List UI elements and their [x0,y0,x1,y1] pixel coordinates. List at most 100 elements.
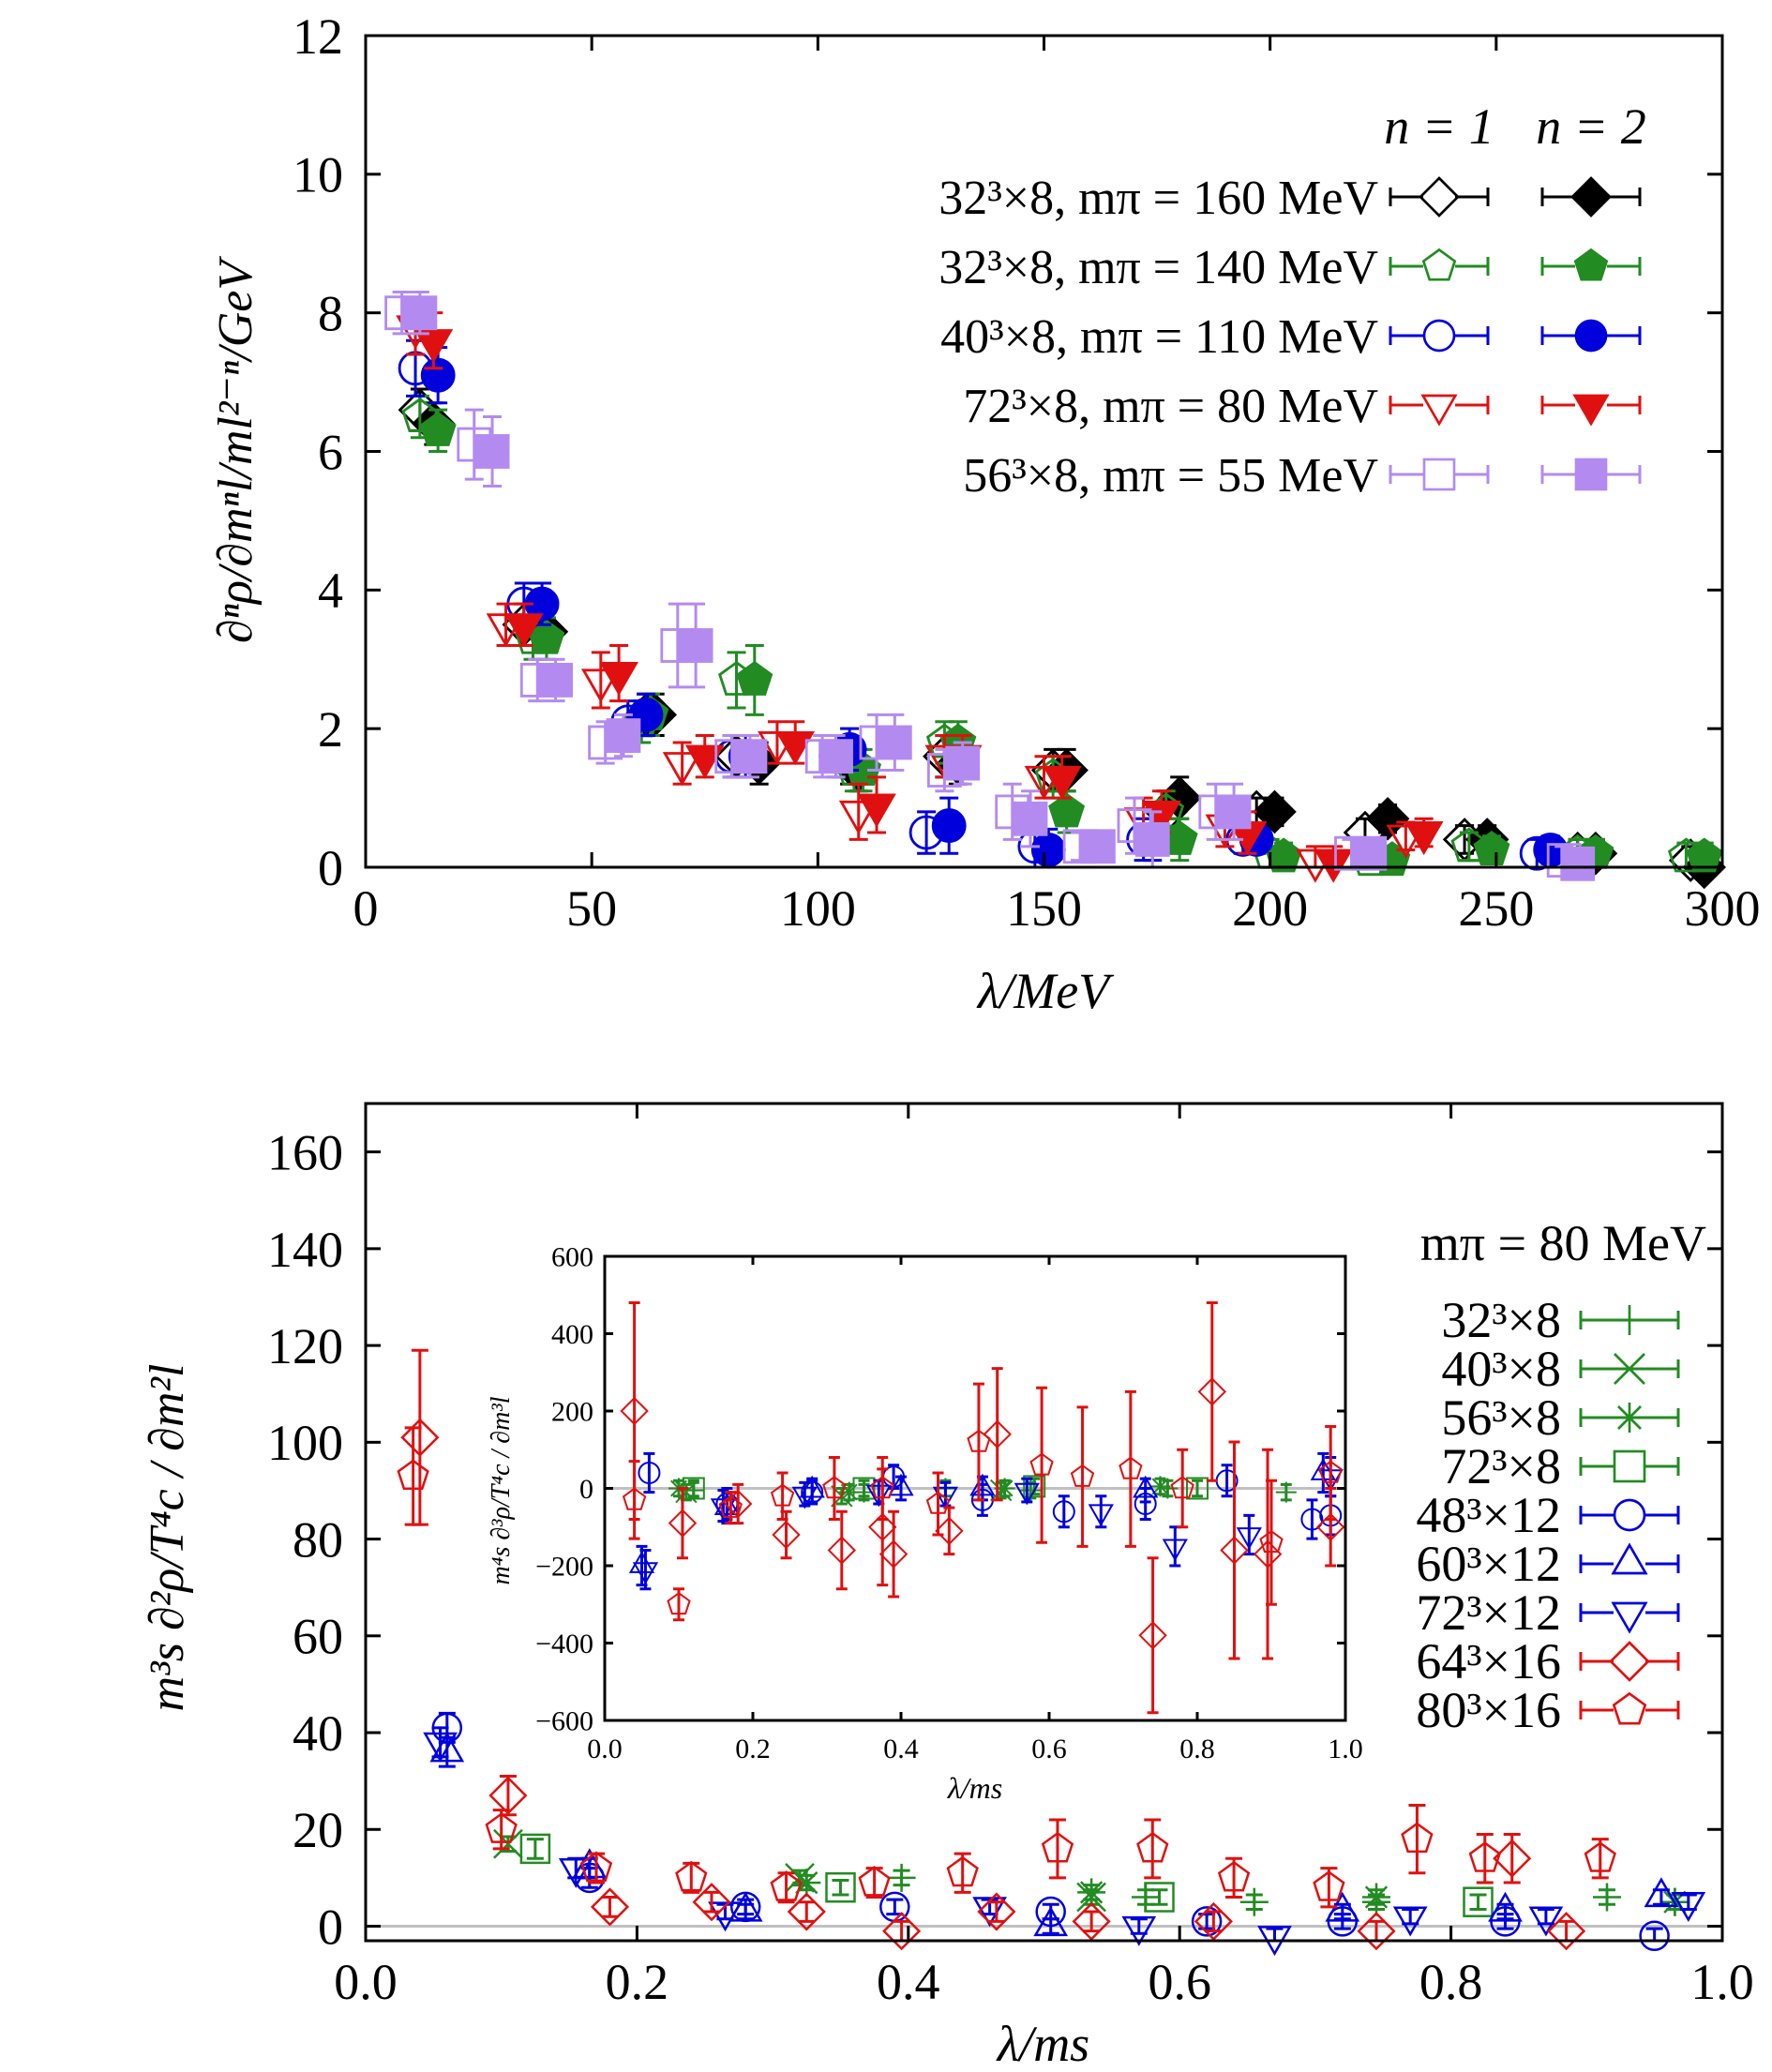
inset-point-7-13-marker [1315,1512,1345,1542]
inset-point-8-1-marker-group [667,1591,691,1615]
bottom-point-8-1-marker-group [485,1812,518,1843]
bottom-xtick-label-0: 0.0 [334,1954,398,2010]
bottom-point-8-3-marker-group [675,1860,708,1892]
bottom-xtick-label-1: 0.2 [606,1954,669,2010]
inset-point-7-4-marker-group [827,1536,857,1565]
bottom-y-axis-label: m³s ∂²ρ/T⁴c / ∂m²l [141,1364,194,1712]
inset-point-8-2-marker [718,1494,743,1518]
top-legend-samples [1389,176,1642,491]
inset-point-7-5-marker [868,1512,897,1542]
bottom-legend-sample-8-marker [1612,1691,1647,1725]
bottom-point-6-6-marker-group [1392,1906,1428,1937]
inset-point-4-0-marker [638,1462,661,1484]
top-point-7-5-marker [857,793,896,828]
bottom-series-3 [519,1833,1494,1917]
bottom-point-8-1-marker [485,1812,518,1843]
bottom-point-7-1-marker [488,1776,528,1815]
inset-x-axis-label: λ/ms [947,1771,1002,1805]
top-legend-sample-3-0-marker-group [1420,394,1458,427]
bottom-point-7-4-marker [787,1892,826,1931]
top-point-6-5-marker [838,800,878,835]
bottom-point-7-8-marker [1194,1901,1233,1941]
top-axis-ticks: 0 50 100 150 200 250 300 0 2 4 6 8 10 12 [293,8,1761,937]
top-legend-sample-0-0-marker-group [1419,176,1460,218]
top-point-7-5-marker-group [857,793,896,828]
bottom-ytick-label-2: 40 [293,1705,343,1762]
inset-point-6-6-marker-group [1088,1504,1114,1527]
top-legend-sample-1-1-marker [1573,248,1609,281]
top-point-5-5-marker-group [931,808,967,844]
top-legend-sample-2-1-marker [1574,319,1608,353]
bottom-point-8-3-marker [675,1860,708,1892]
bottom-point-7-11-marker-group [1547,1912,1586,1951]
top-point-6-11-marker [1386,824,1426,859]
bottom-point-7-9-marker [1357,1912,1396,1951]
inset-point-8-4-marker [822,1476,847,1499]
bottom-point-1-1-marker-group [785,1863,815,1893]
top-legend-sample-4-1-marker-group [1574,458,1608,491]
top-legend-label-80: 72³×8, mπ = 80 MeV [963,380,1378,433]
bottom-legend-label-56x8: 56³×8 [1441,1389,1561,1446]
inset-point-6-4-marker [932,1486,959,1509]
top-legend-sample-1-0-marker-group [1421,248,1457,281]
bottom-xtick-label-4: 0.8 [1419,1954,1483,2010]
top-point-7-2-marker-group [599,661,638,697]
bottom-point-7-7-marker-group [1072,1901,1111,1941]
top-point-9-8-marker-group [945,745,981,781]
inset-point-5-5-marker-group [1133,1475,1159,1498]
bottom-legend-sample-5-marker-group [1611,1542,1648,1575]
bottom-legend-samples [1579,1305,1680,1726]
inset-point-8-11-marker [1170,1476,1194,1499]
bottom-point-8-10-marker [1313,1870,1345,1901]
inset-point-6-6-marker [1088,1504,1114,1527]
top-point-3-6-marker [1048,792,1086,828]
top-legend-sample-2-1-marker-group [1574,319,1608,353]
bottom-point-2-1-marker [1079,1881,1104,1904]
bottom-point-6-4-marker [1121,1915,1157,1946]
bottom-point-3-2-marker-group [1144,1882,1175,1913]
bottom-point-5-5-marker [1488,1891,1523,1922]
bottom-point-7-3-marker [692,1883,731,1922]
top-point-7-10-marker-group [1314,848,1354,883]
top-point-5-5-marker [931,808,967,844]
top-legend: n = 1 n = 2 32³×8, mπ = 160 MeV 32³×8, m… [939,98,1646,503]
top-point-9-12-marker-group [1216,794,1252,830]
bottom-point-4-5-marker-group [1191,1906,1223,1937]
bottom-point-3-0-marker-group [519,1833,551,1865]
top-point-9-1-marker [474,434,510,469]
top-point-5-6-marker-group [1030,833,1066,867]
inset-point-7-6-marker-group [878,1539,909,1569]
inset-point-6-2-marker-group [791,1486,818,1509]
inset-point-3-1-marker-group [852,1477,876,1500]
inset-point-3-3-marker-group [1186,1477,1209,1500]
bottom-legend-sample-2-marker [1617,1405,1642,1430]
bottom-point-8-11-marker-group [1401,1822,1434,1854]
top-point-9-10-marker-group [1080,829,1116,864]
inset-point-4-8-marker [1300,1508,1324,1531]
bottom-xtick-label-5: 1.0 [1690,1954,1754,2010]
bottom-point-8-2-marker-group [579,1851,613,1883]
bottom-point-0-2-marker-group [1239,1887,1269,1916]
top-point-6-3-marker-group [662,752,702,787]
inset-xtick-label-3: 0.6 [1031,1734,1067,1764]
inset-point-8-5-marker-group [870,1476,894,1499]
inset-point-3-1-marker [852,1477,876,1500]
inset-point-7-5-marker-group [868,1512,897,1542]
bottom-legend-sample-0-marker-group [1614,1305,1644,1335]
bottom-point-7-10-marker-group [1493,1839,1532,1878]
bottom-point-3-3-marker [1463,1886,1494,1917]
bottom-point-8-13-marker-group [1584,1841,1616,1872]
bottom-point-5-5-marker-group [1488,1891,1523,1922]
inset-point-5-4-marker [969,1473,996,1496]
bottom-legend-label-80x16: 80³×16 [1416,1682,1561,1738]
top-point-7-7-marker [1042,765,1082,801]
inset-point-6-3-marker-group [865,1484,892,1508]
inset-xtick-label-0: 0.0 [587,1734,623,1764]
inset-point-7-10-marker [1197,1377,1227,1406]
top-point-3-10-marker [1473,831,1510,866]
top-point-9-3-marker [606,718,641,754]
top-point-9-8-marker [945,745,981,781]
top-point-5-0-marker [420,357,456,393]
bottom-legend-sample-4-marker [1613,1498,1646,1532]
top-point-6-5-marker-group [838,800,878,835]
